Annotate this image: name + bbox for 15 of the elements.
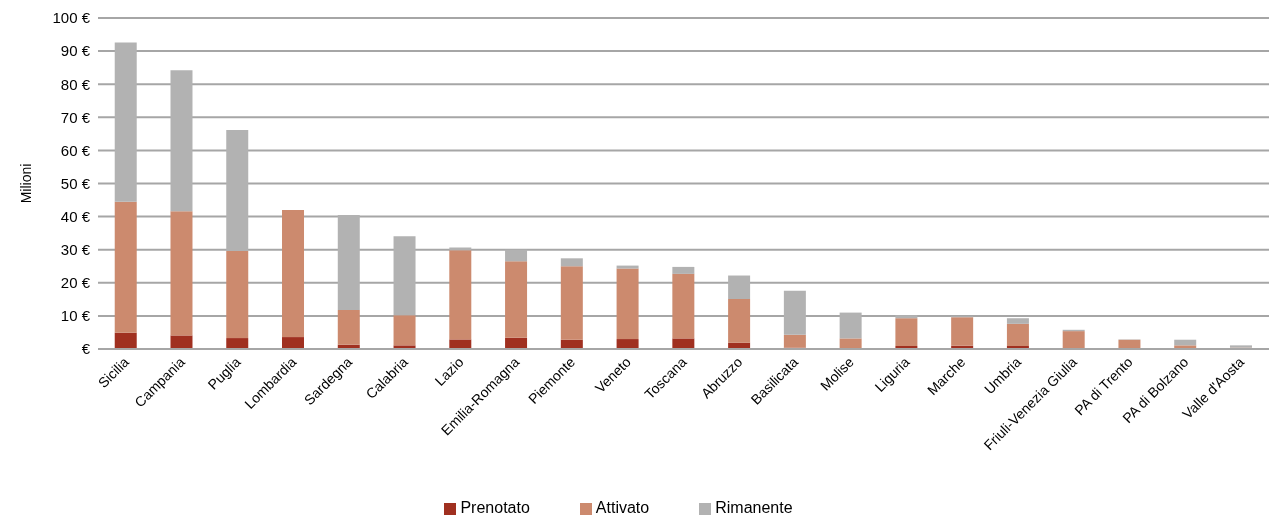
y-tick-label: € (81, 340, 91, 358)
legend-label: Attivato (595, 499, 650, 516)
legend-label: Rimanente (715, 499, 793, 516)
y-tick-label: 20 € (60, 274, 91, 292)
y-tick-label: 80 € (60, 75, 91, 93)
y-tick-label: 40 € (60, 207, 91, 225)
y-axis-title: Milioni (17, 163, 34, 204)
legend-label: Prenotato (460, 499, 530, 516)
y-tick-label: 30 € (60, 241, 91, 259)
y-tick-label: 10 € (60, 307, 91, 325)
y-tick-label: 100 € (52, 9, 91, 27)
y-tick-label: 50 € (60, 174, 91, 192)
y-tick-label: 90 € (60, 42, 91, 60)
y-tick-label: 60 € (60, 141, 91, 159)
y-tick-label: 70 € (60, 108, 91, 126)
